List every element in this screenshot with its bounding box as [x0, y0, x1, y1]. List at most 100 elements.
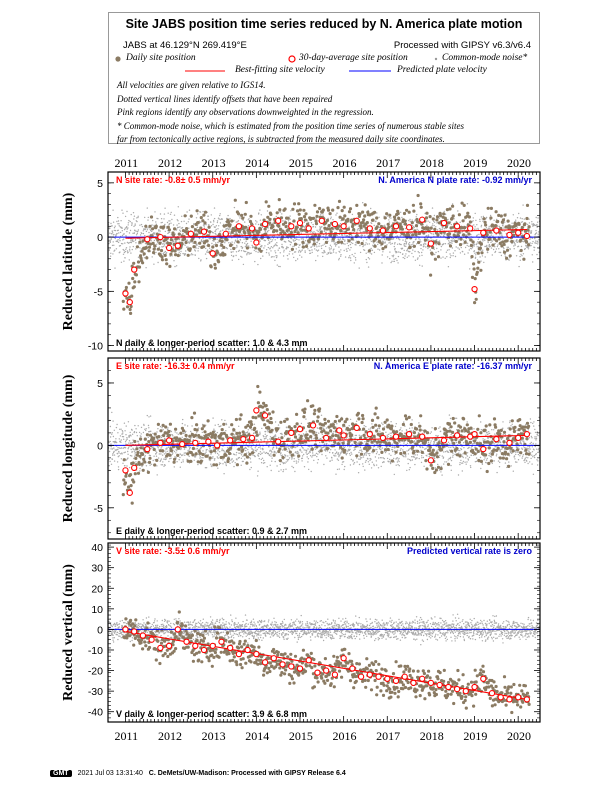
common-mode-point [341, 234, 343, 237]
common-mode-point [122, 447, 124, 449]
common-mode-point [320, 446, 322, 448]
common-mode-point [362, 245, 364, 248]
common-mode-point [390, 243, 392, 245]
common-mode-point [343, 446, 346, 449]
common-mode-point [232, 251, 234, 253]
common-mode-point [515, 219, 517, 221]
common-mode-point [326, 450, 329, 452]
common-mode-point [182, 454, 184, 456]
common-mode-point [114, 225, 116, 227]
common-mode-point [325, 231, 327, 234]
common-mode-point [128, 259, 130, 261]
common-mode-point [403, 244, 405, 246]
note-line: Dotted vertical lines identify offsets t… [117, 93, 333, 104]
common-mode-point [399, 243, 401, 246]
common-mode-point [330, 449, 332, 451]
common-mode-point [239, 217, 241, 219]
common-mode-point [295, 462, 298, 464]
common-mode-point [218, 225, 220, 227]
common-mode-point [196, 244, 198, 246]
common-mode-point [232, 460, 235, 462]
common-mode-point [155, 452, 157, 455]
common-mode-point [110, 448, 112, 450]
daily-point [335, 227, 339, 231]
legend-average-label: 30-day-average site position [299, 53, 408, 63]
common-mode-point [366, 261, 368, 264]
common-mode-point [280, 469, 282, 471]
common-mode-point [498, 248, 500, 250]
common-mode-point [279, 432, 282, 435]
common-mode-point [320, 213, 322, 215]
daily-point [469, 243, 474, 248]
common-mode-point [331, 240, 333, 243]
common-mode-point [267, 439, 269, 441]
common-mode-point [183, 452, 185, 454]
common-mode-point [497, 244, 499, 246]
common-mode-point [529, 238, 531, 240]
common-mode-point [310, 470, 312, 473]
common-mode-point [253, 423, 256, 425]
common-mode-point [338, 468, 340, 470]
common-mode-point [210, 225, 213, 227]
common-mode-point [242, 460, 244, 463]
common-mode-point [394, 242, 396, 244]
common-mode-point [399, 219, 401, 221]
common-mode-point [170, 222, 172, 224]
common-mode-point [151, 256, 153, 258]
common-mode-point [515, 255, 518, 257]
common-mode-point [329, 249, 331, 251]
daily-point [407, 210, 411, 214]
common-mode-point [370, 247, 372, 250]
common-mode-point [429, 249, 432, 251]
common-mode-point [149, 454, 152, 457]
common-mode-point [287, 258, 289, 260]
common-mode-point [127, 222, 130, 224]
common-mode-point [376, 241, 378, 243]
common-mode-point [507, 238, 510, 240]
common-mode-point [340, 255, 342, 257]
common-mode-point [143, 257, 146, 259]
common-mode-point [134, 224, 136, 227]
common-mode-point [335, 241, 337, 244]
common-mode-point [126, 437, 128, 439]
common-mode-point [320, 227, 322, 229]
common-mode-point [329, 451, 331, 454]
daily-point [129, 304, 133, 309]
common-mode-point [112, 221, 115, 223]
common-mode-point [273, 256, 275, 258]
common-mode-point [330, 246, 333, 248]
common-mode-point [115, 440, 117, 443]
daily-point [410, 221, 414, 225]
common-mode-point [526, 223, 529, 226]
common-mode-point [116, 461, 119, 463]
common-mode-point [238, 425, 240, 427]
common-mode-point [256, 438, 258, 441]
common-mode-point [287, 220, 290, 222]
common-mode-point [431, 225, 433, 227]
common-mode-point [236, 459, 238, 461]
common-mode-point [182, 252, 184, 255]
common-mode-point [311, 456, 313, 458]
common-mode-point [450, 240, 453, 242]
daily-point [299, 217, 303, 221]
daily-point [330, 226, 334, 230]
common-mode-point [179, 229, 181, 231]
common-mode-point [475, 251, 477, 254]
daily-point [168, 241, 172, 246]
daily-point [412, 209, 416, 213]
common-mode-point [445, 251, 448, 253]
common-mode-point [301, 249, 303, 251]
common-mode-point [200, 259, 202, 261]
common-mode-point [163, 244, 166, 246]
common-mode-point [124, 451, 127, 453]
daily-point [449, 226, 453, 230]
common-mode-point [116, 232, 118, 235]
common-mode-point [135, 428, 137, 430]
common-mode-point [287, 455, 289, 457]
common-mode-point [536, 221, 539, 223]
common-mode-point [487, 230, 489, 233]
daily-point [243, 231, 247, 235]
daily-point [338, 215, 342, 219]
common-mode-point [468, 249, 470, 251]
common-mode-point [269, 247, 271, 249]
